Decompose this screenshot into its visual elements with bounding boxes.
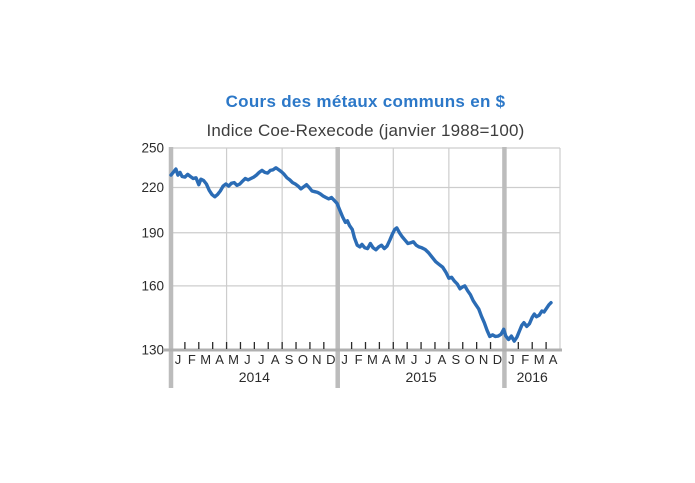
month-label: J — [411, 352, 418, 367]
month-label: A — [549, 352, 558, 367]
month-label: M — [200, 352, 211, 367]
month-label: A — [271, 352, 280, 367]
y-axis-label: 190 — [141, 225, 164, 240]
month-label: O — [298, 352, 308, 367]
month-label: S — [451, 352, 460, 367]
month-label: J — [258, 352, 265, 367]
month-label: D — [326, 352, 335, 367]
chart-title: Cours des métaux communs en $ — [225, 92, 506, 111]
month-label: M — [534, 352, 545, 367]
chart-subtitle: Indice Coe-Rexecode (janvier 1988=100) — [206, 121, 525, 140]
year-label: 2016 — [517, 369, 548, 385]
metal-index-line — [169, 166, 553, 343]
month-label: D — [493, 352, 502, 367]
month-label: A — [215, 352, 224, 367]
month-label: N — [479, 352, 488, 367]
month-label: N — [312, 352, 321, 367]
month-label: M — [367, 352, 378, 367]
month-label: J — [508, 352, 515, 367]
y-axis-label: 220 — [141, 180, 164, 195]
year-label: 2014 — [239, 369, 270, 385]
year-label: 2015 — [405, 369, 436, 385]
month-label: A — [438, 352, 447, 367]
month-label: J — [425, 352, 432, 367]
month-label: M — [395, 352, 406, 367]
month-label: J — [244, 352, 251, 367]
month-label: J — [341, 352, 348, 367]
y-axis-label: 130 — [141, 343, 164, 358]
month-label: S — [285, 352, 294, 367]
month-label: F — [355, 352, 363, 367]
month-label: F — [521, 352, 529, 367]
month-label: F — [188, 352, 196, 367]
y-axis-label: 160 — [141, 278, 164, 293]
month-label: M — [228, 352, 239, 367]
month-label: A — [382, 352, 391, 367]
y-axis-label: 250 — [141, 141, 164, 156]
month-label: O — [465, 352, 475, 367]
month-label: J — [175, 352, 182, 367]
